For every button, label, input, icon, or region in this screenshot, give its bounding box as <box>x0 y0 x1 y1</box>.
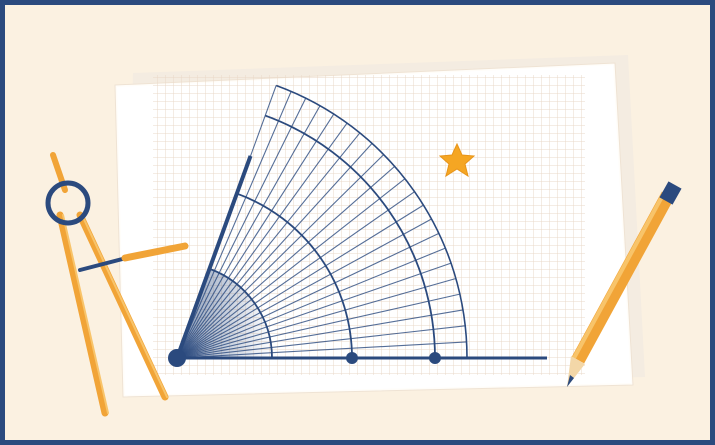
arc-line <box>236 192 353 359</box>
radial-line <box>176 91 292 359</box>
arc-line <box>209 267 273 359</box>
shaded-sector <box>177 268 272 358</box>
radial-line <box>176 154 385 359</box>
radial-line <box>176 105 321 359</box>
star-icon <box>438 142 476 178</box>
radial-line <box>176 325 466 359</box>
radial-line <box>176 113 335 359</box>
bold-edge <box>175 155 253 359</box>
radial-line <box>176 97 307 359</box>
arc-line <box>275 84 468 359</box>
radial-line <box>176 309 464 359</box>
arc-line <box>264 114 436 359</box>
radial-line <box>176 218 432 359</box>
pivot-dot <box>168 349 186 367</box>
radial-line <box>176 143 373 359</box>
radial-line <box>176 178 406 359</box>
radial-line <box>176 191 415 359</box>
radial-line <box>176 165 396 359</box>
radial-line <box>176 232 440 359</box>
compass-icon <box>45 152 189 417</box>
radial-line <box>176 247 446 359</box>
radial-line <box>176 132 361 359</box>
radial-line <box>176 262 452 359</box>
pencil-icon <box>567 181 682 387</box>
radial-line <box>176 122 348 359</box>
radial-line <box>176 204 424 359</box>
protractor-diagram <box>168 84 547 367</box>
pivot-dot <box>346 352 358 364</box>
radial-line <box>176 341 467 359</box>
radial-line <box>176 277 457 359</box>
drafting-illustration <box>45 55 682 417</box>
radial-line <box>176 293 460 359</box>
pivot-dot <box>429 352 441 364</box>
